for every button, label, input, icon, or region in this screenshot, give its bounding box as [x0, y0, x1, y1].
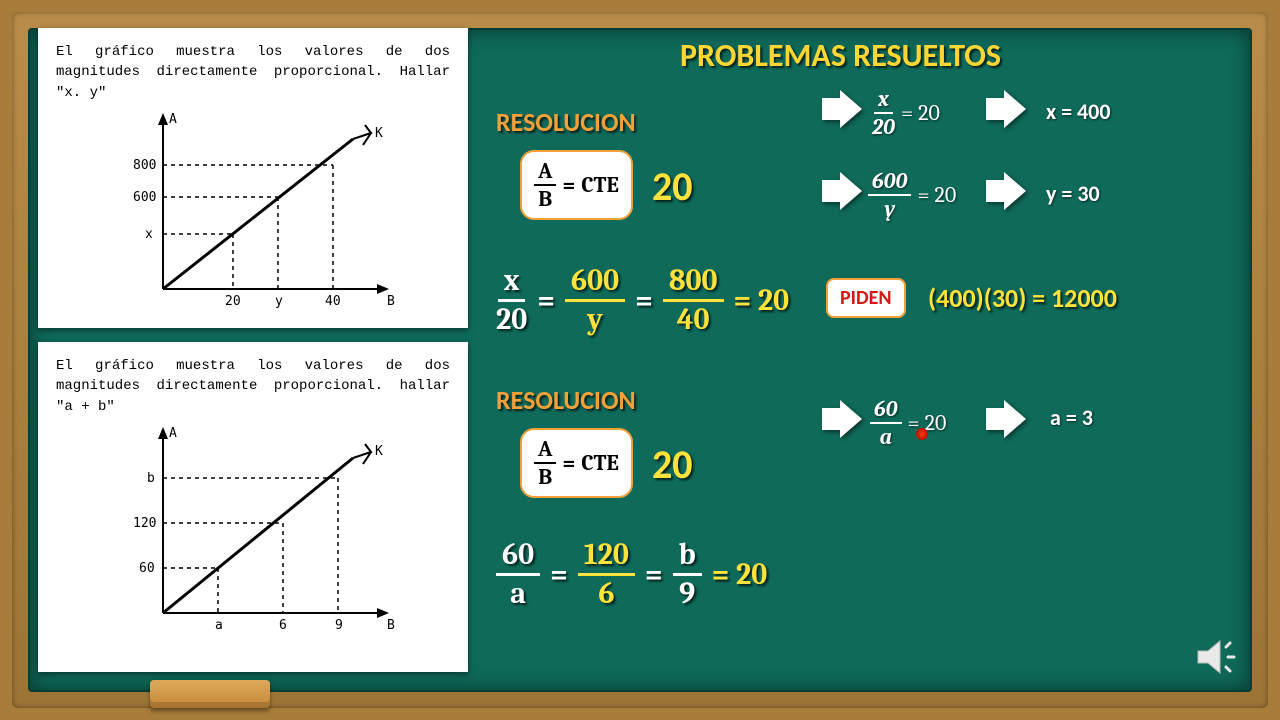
- svg-text:40: 40: [325, 294, 341, 309]
- const-20-b: 20: [652, 440, 693, 489]
- eraser: [150, 680, 270, 708]
- svg-text:800: 800: [133, 158, 156, 173]
- svg-text:9: 9: [335, 618, 343, 633]
- page-title: PROBLEMAS RESUELTOS: [680, 36, 1001, 75]
- svg-text:y: y: [275, 294, 283, 309]
- mini-eq-1b: 600y = 20: [868, 170, 956, 220]
- problem2-text: El gráfico muestra los valores de dos ma…: [56, 356, 450, 417]
- problem-card-2: El gráfico muestra los valores de dos ma…: [38, 342, 468, 672]
- result-x: x = 400: [1046, 98, 1110, 125]
- problem-card-1: El gráfico muestra los valores de dos ma…: [38, 28, 468, 328]
- arrow-icon: [982, 396, 1028, 442]
- arrow-icon: [982, 86, 1028, 132]
- resolution-label-1: RESOLUCION: [496, 106, 636, 138]
- formula-box-1: AB = CTE: [520, 150, 633, 220]
- arrow-icon: [818, 168, 864, 214]
- svg-text:B: B: [387, 294, 395, 309]
- arrow-icon: [818, 396, 864, 442]
- result-y: y = 30: [1046, 180, 1100, 207]
- svg-text:A: A: [169, 426, 177, 441]
- equation-chain-2: 60a = 1206 = b9 = 20: [496, 540, 767, 609]
- svg-text:K: K: [375, 444, 383, 459]
- result-a: a = 3: [1050, 404, 1093, 431]
- arrow-icon: [818, 86, 864, 132]
- problem2-graph: A B K b 120 60 a 6 9: [103, 423, 403, 643]
- piden-value: (400)(30) = 12000: [928, 282, 1117, 314]
- laser-pointer: [916, 428, 928, 440]
- svg-text:6: 6: [279, 618, 287, 633]
- svg-text:K: K: [375, 126, 383, 141]
- svg-text:600: 600: [133, 190, 156, 205]
- problem1-graph: A B K 800 600 x 20 y 40: [103, 109, 403, 319]
- problem1-text: El gráfico muestra los valores de dos ma…: [56, 42, 450, 103]
- resolution-label-2: RESOLUCION: [496, 384, 636, 416]
- speaker-icon: [1192, 633, 1240, 686]
- svg-text:B: B: [387, 618, 395, 633]
- piden-box: PIDEN: [826, 278, 906, 318]
- svg-text:60: 60: [139, 561, 155, 576]
- mini-eq-2a: 60a = 20: [870, 398, 946, 448]
- const-20-a: 20: [652, 162, 693, 211]
- svg-text:b: b: [147, 471, 155, 486]
- svg-text:A: A: [169, 112, 177, 127]
- svg-text:20: 20: [225, 294, 241, 309]
- equation-chain-1: x20 = 600y = 80040 = 20: [496, 266, 789, 335]
- svg-text:a: a: [215, 618, 223, 633]
- formula-box-2: AB = CTE: [520, 428, 633, 498]
- arrow-icon: [982, 168, 1028, 214]
- svg-text:x: x: [145, 227, 153, 242]
- mini-eq-1a: x20 = 20: [872, 88, 940, 138]
- svg-text:120: 120: [133, 516, 156, 531]
